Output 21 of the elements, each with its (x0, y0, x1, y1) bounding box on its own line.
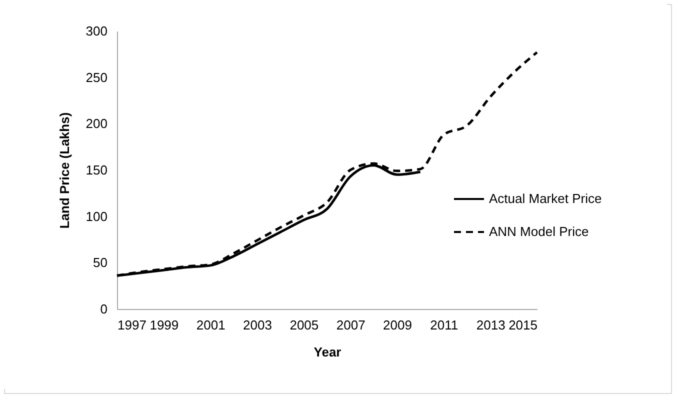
x-tick-label: 2001 (196, 318, 226, 332)
x-tick-label: 2007 (336, 318, 366, 332)
x-tick-label: 1997 (118, 318, 146, 332)
x-tick-label: 2013 (476, 318, 506, 332)
x-tick-label: 2015 (508, 318, 538, 332)
x-tick-label: 2005 (290, 318, 319, 332)
x-tick-label: 1999 (150, 318, 179, 332)
y-tick-label: 300 (86, 24, 108, 38)
legend-label: Actual Market Price (489, 191, 602, 206)
x-axis-title: Year (314, 344, 342, 360)
y-tick-label: 50 (93, 255, 108, 270)
y-tick-label: 150 (86, 162, 108, 178)
x-tick-label: 2003 (243, 318, 272, 332)
x-tick-label: 2011 (430, 318, 458, 332)
y-tick-label: 200 (86, 116, 108, 132)
legend-label: ANN Model Price (489, 224, 589, 239)
y-tick-label: 250 (86, 70, 108, 85)
x-tick-label: 2009 (383, 318, 412, 332)
y-tick-label: 100 (86, 208, 108, 224)
y-axis-title: Land Price (Lakhs) (56, 112, 72, 229)
y-tick-label: 0 (100, 302, 108, 316)
